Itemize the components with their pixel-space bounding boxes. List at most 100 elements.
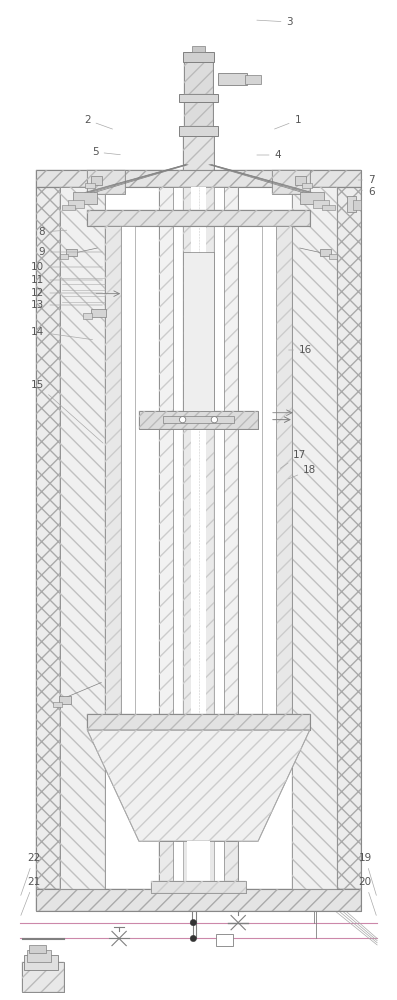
Bar	[218, 73, 247, 85]
Text: 14: 14	[31, 327, 93, 340]
Bar	[87, 170, 125, 194]
Text: 15: 15	[31, 380, 103, 443]
Bar	[22, 962, 64, 992]
Bar	[276, 226, 292, 714]
Bar	[105, 226, 121, 714]
Polygon shape	[87, 730, 310, 841]
Bar	[151, 881, 246, 893]
Bar	[184, 102, 213, 126]
Bar	[60, 187, 105, 889]
Bar	[302, 183, 312, 188]
Bar	[337, 187, 361, 889]
Bar	[183, 136, 214, 170]
Bar	[337, 187, 361, 889]
Bar	[159, 841, 238, 881]
Bar	[36, 187, 60, 889]
Text: 20: 20	[358, 877, 376, 915]
Bar	[83, 313, 92, 319]
Bar	[276, 226, 292, 714]
Text: 5: 5	[92, 147, 120, 157]
Bar	[191, 187, 206, 889]
Bar	[87, 170, 125, 194]
Circle shape	[190, 919, 197, 926]
Bar	[313, 200, 329, 208]
Bar	[62, 205, 75, 210]
Bar	[179, 94, 218, 102]
Bar	[292, 187, 337, 889]
Bar	[187, 841, 210, 881]
Bar	[87, 714, 310, 730]
Bar	[183, 841, 214, 881]
Bar	[184, 62, 213, 94]
Bar	[60, 187, 105, 889]
Bar	[36, 170, 361, 187]
Bar	[184, 102, 213, 126]
Bar	[245, 75, 261, 84]
Text: 9: 9	[39, 247, 102, 257]
Text: 1: 1	[275, 115, 301, 129]
Bar	[347, 196, 356, 212]
Bar	[36, 187, 60, 889]
Bar	[183, 136, 214, 170]
Text: 10: 10	[31, 262, 102, 272]
Bar	[85, 183, 95, 188]
Circle shape	[190, 935, 197, 942]
Bar	[139, 411, 258, 429]
Bar	[192, 46, 205, 52]
Bar	[159, 187, 238, 889]
Bar	[87, 210, 310, 226]
Bar	[322, 205, 335, 210]
Bar	[105, 226, 121, 714]
Bar	[66, 249, 77, 256]
Text: 11: 11	[31, 275, 102, 285]
Bar	[139, 411, 258, 429]
Bar	[91, 176, 102, 185]
Bar	[22, 962, 64, 992]
Bar	[36, 889, 361, 911]
Bar	[73, 192, 97, 204]
Text: 17: 17	[280, 450, 306, 468]
Text: 16: 16	[289, 345, 312, 355]
Text: 8: 8	[39, 227, 67, 237]
Bar	[163, 416, 234, 423]
Bar	[183, 252, 214, 411]
Bar	[36, 889, 361, 911]
Bar	[121, 226, 135, 714]
Bar	[173, 187, 224, 889]
Bar	[151, 881, 246, 893]
Text: 3: 3	[257, 17, 293, 27]
Bar	[353, 200, 361, 210]
Text: 18: 18	[288, 465, 316, 479]
Bar	[329, 254, 337, 259]
Text: 13: 13	[31, 300, 102, 310]
Bar	[29, 945, 46, 953]
Circle shape	[211, 416, 218, 423]
Bar	[36, 170, 361, 187]
Bar	[24, 955, 58, 970]
Bar	[27, 950, 51, 962]
Text: 21: 21	[21, 877, 40, 915]
Bar	[159, 187, 238, 889]
Bar	[179, 126, 218, 136]
Text: 22: 22	[21, 853, 40, 895]
Bar	[173, 841, 224, 881]
Bar	[59, 696, 71, 704]
Bar	[262, 226, 276, 714]
Bar	[292, 187, 337, 889]
Circle shape	[179, 416, 186, 423]
Bar	[272, 170, 310, 194]
Bar	[53, 702, 62, 707]
Text: 12: 12	[31, 288, 102, 298]
Bar	[60, 254, 68, 259]
Bar	[159, 841, 238, 881]
Bar	[183, 52, 214, 62]
Bar	[183, 187, 214, 889]
Text: 2: 2	[84, 115, 112, 129]
Bar	[68, 200, 84, 208]
Text: 4: 4	[257, 150, 281, 160]
Bar	[91, 309, 106, 317]
Text: 19: 19	[358, 853, 376, 895]
Bar	[272, 170, 310, 194]
Bar	[320, 249, 331, 256]
Bar	[216, 934, 233, 946]
